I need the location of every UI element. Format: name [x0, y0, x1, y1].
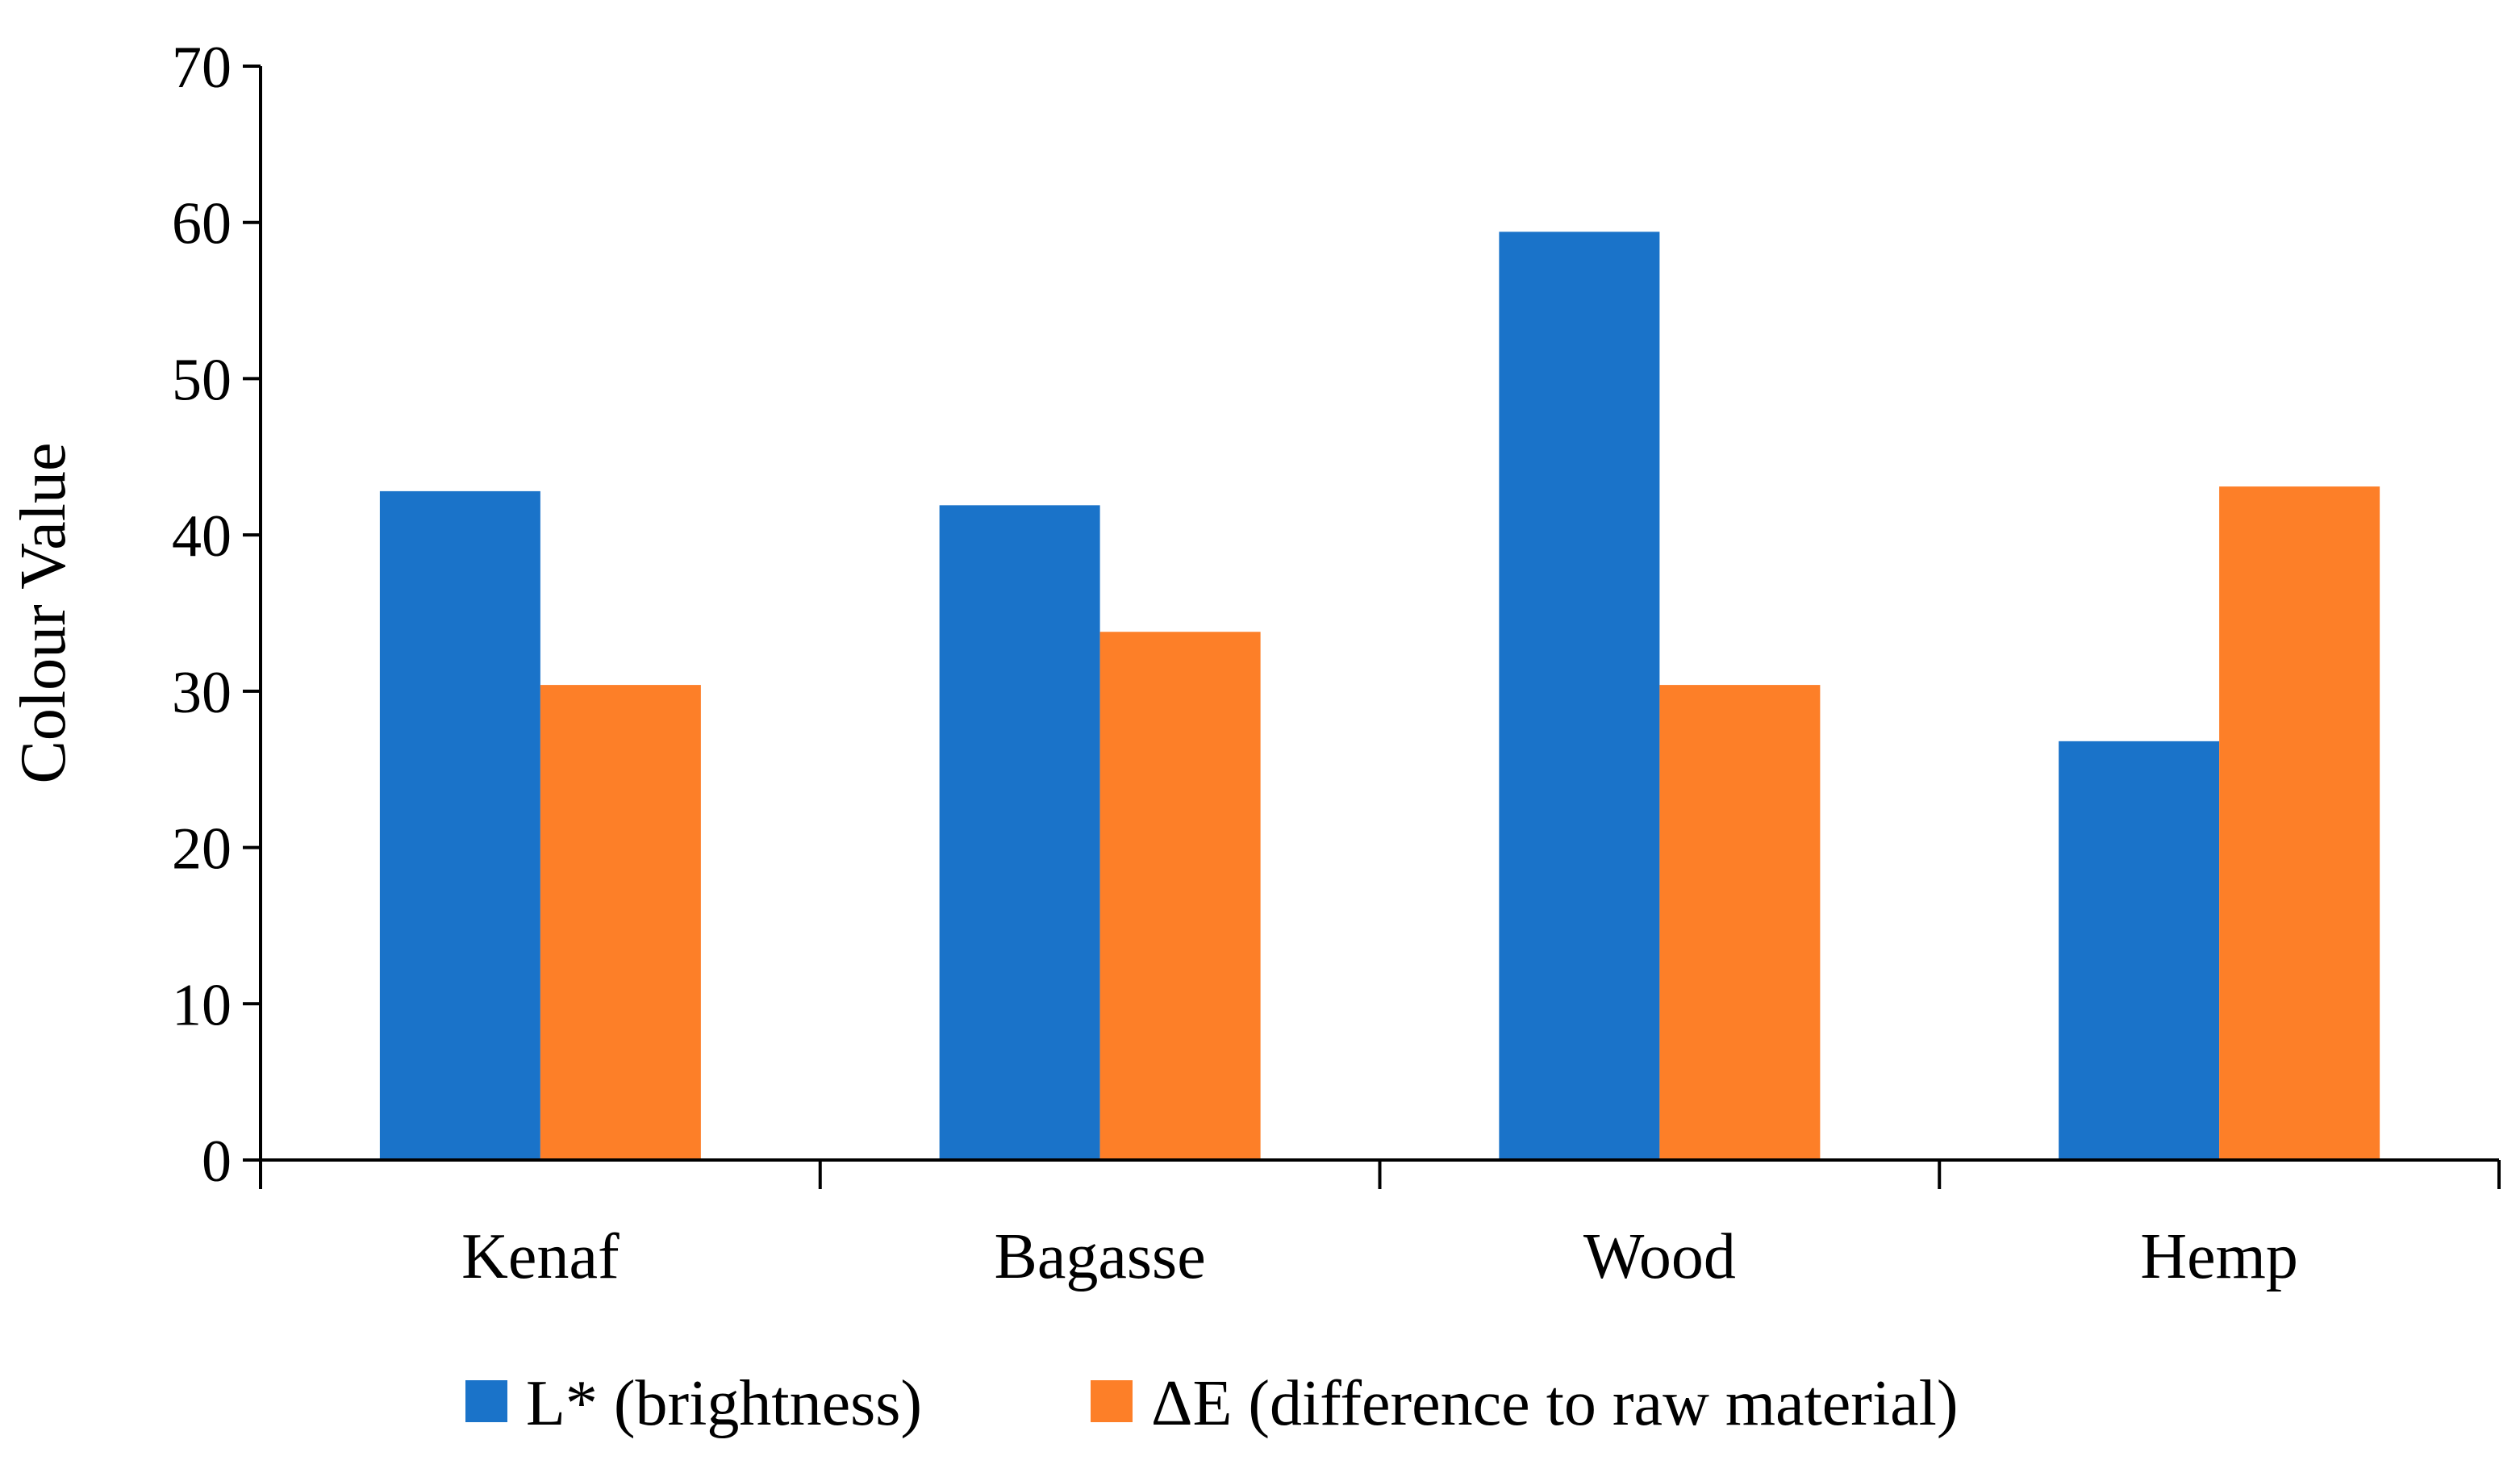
y-tick-label: 30 [172, 660, 232, 726]
y-tick-label: 10 [172, 972, 232, 1038]
x-category-label: Kenaf [461, 1221, 620, 1292]
bar-bagasse-series-2 [1099, 632, 1261, 1160]
y-tick-label: 60 [172, 191, 232, 257]
y-tick-label: 50 [172, 347, 232, 413]
bar-wood-series-1 [1499, 232, 1660, 1160]
x-category-label: Hemp [2140, 1221, 2298, 1292]
legend: L* (brightness) ΔE (difference to raw mat… [465, 1368, 1959, 1439]
x-category-label: Wood [1583, 1221, 1736, 1292]
y-axis: 0 10 20 30 40 50 60 70 [172, 35, 262, 1195]
y-tick-label: 40 [172, 503, 232, 570]
y-tick-label: 0 [202, 1129, 232, 1195]
bars-group [379, 232, 2380, 1160]
y-tick-label: 20 [172, 816, 232, 883]
y-axis-title: Colour Value [8, 443, 79, 784]
y-tick-label: 70 [172, 35, 232, 101]
x-category-label: Bagasse [995, 1221, 1206, 1292]
bar-hemp-series-1 [2059, 741, 2220, 1160]
bar-wood-series-2 [1659, 685, 1821, 1160]
x-axis: Kenaf Bagasse Wood Hemp [259, 1158, 2501, 1292]
bar-kenaf-series-2 [540, 685, 701, 1160]
legend-swatch [1091, 1380, 1133, 1422]
legend-label: L* (brightness) [526, 1368, 922, 1439]
bar-bagasse-series-1 [939, 505, 1100, 1160]
bar-hemp-series-2 [2219, 486, 2380, 1160]
legend-swatch [465, 1380, 507, 1422]
legend-label: ΔE (difference to raw material) [1151, 1368, 1959, 1439]
bar-kenaf-series-1 [379, 490, 540, 1160]
